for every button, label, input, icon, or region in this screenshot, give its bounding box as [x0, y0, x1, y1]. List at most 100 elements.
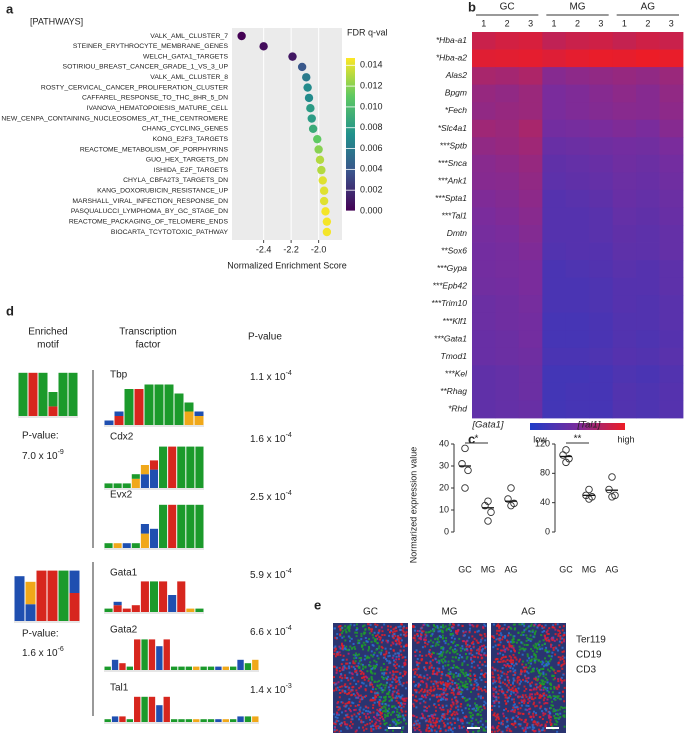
cell: [349, 710, 352, 713]
cell: [547, 695, 550, 698]
cell: [541, 663, 544, 666]
cell: [415, 660, 418, 663]
cell: [396, 696, 399, 699]
cell: [544, 676, 547, 679]
cell: [442, 696, 445, 699]
cell: [510, 690, 513, 693]
cell: [537, 671, 540, 674]
cell: [532, 712, 535, 715]
cell: [522, 729, 525, 732]
cell: [349, 682, 352, 685]
cell: [391, 641, 394, 644]
cell: [512, 704, 515, 707]
cell: [352, 666, 355, 669]
cell: [529, 634, 532, 637]
cell: [419, 730, 422, 733]
heatmap-colorbar: [530, 423, 625, 430]
cell: [412, 694, 415, 697]
heatmap-cell: [565, 172, 590, 191]
cell: [359, 685, 362, 688]
cell: [550, 725, 553, 728]
cell: [525, 687, 528, 690]
cell: [425, 719, 428, 722]
cell: [545, 662, 548, 665]
cell: [382, 710, 385, 713]
cell: [345, 714, 348, 717]
cell: [496, 648, 499, 651]
colorbar-label: low: [533, 434, 547, 444]
cell: [513, 673, 516, 676]
cell: [440, 658, 443, 661]
heatmap-cell: [659, 102, 684, 121]
cell: [365, 694, 368, 697]
heatmap-cell: [612, 242, 637, 261]
cell: [461, 668, 464, 671]
cell: [425, 696, 428, 699]
cell: [374, 717, 377, 720]
cell: [466, 682, 469, 685]
cell: [526, 655, 529, 658]
cell: [495, 696, 498, 699]
cell: [356, 673, 359, 676]
cell: [453, 651, 456, 654]
cell: [542, 699, 545, 702]
cell: [463, 715, 466, 718]
heatmap-cell: [636, 242, 660, 261]
cell: [446, 650, 449, 653]
cell: [372, 704, 375, 707]
cell: [378, 725, 381, 728]
cell: [362, 726, 365, 729]
cell: [507, 689, 510, 692]
cell: [479, 705, 482, 708]
cell: [448, 626, 451, 629]
cell: [418, 691, 421, 694]
heatmap-cell: [542, 207, 567, 226]
cell: [562, 690, 565, 693]
pathway-label: KANG_DOXORUBICIN_RESISTANCE_UP: [97, 188, 228, 195]
cell: [520, 641, 523, 644]
cell: [441, 661, 444, 664]
cell: [475, 705, 478, 708]
cell: [365, 717, 368, 720]
cell: [414, 639, 417, 642]
cell: [521, 653, 524, 656]
cell: [359, 706, 362, 709]
heatmap-cell: [612, 189, 637, 208]
logo-letter: [114, 416, 124, 425]
cell: [362, 729, 365, 732]
cell: [355, 628, 358, 631]
cell: [416, 662, 419, 665]
cell: [337, 625, 340, 628]
cell: [500, 627, 503, 630]
cell: [397, 676, 400, 679]
cell: [443, 714, 446, 717]
cell: [512, 679, 515, 682]
cell: [465, 671, 468, 674]
cell: [420, 632, 423, 635]
cell: [442, 651, 445, 654]
cell: [374, 723, 377, 726]
cell: [482, 627, 485, 630]
cell: [394, 639, 397, 642]
cell: [373, 659, 376, 662]
cell: [353, 646, 356, 649]
cell: [552, 695, 555, 698]
cell: [454, 713, 457, 716]
cell: [448, 687, 451, 690]
cell: [339, 692, 342, 695]
cell: [429, 654, 432, 657]
cell: [491, 730, 494, 733]
cell: [416, 633, 419, 636]
p-value-base: 1.1 x 10: [250, 372, 286, 383]
cell: [491, 705, 494, 708]
cell: [562, 663, 565, 666]
cell: [359, 672, 362, 675]
cell: [339, 647, 342, 650]
cell: [356, 696, 359, 699]
cell: [350, 726, 353, 729]
cell: [387, 639, 390, 642]
cell: [523, 630, 526, 633]
cell: [383, 671, 386, 674]
heatmap-cell: [659, 32, 684, 50]
cell: [462, 673, 465, 676]
